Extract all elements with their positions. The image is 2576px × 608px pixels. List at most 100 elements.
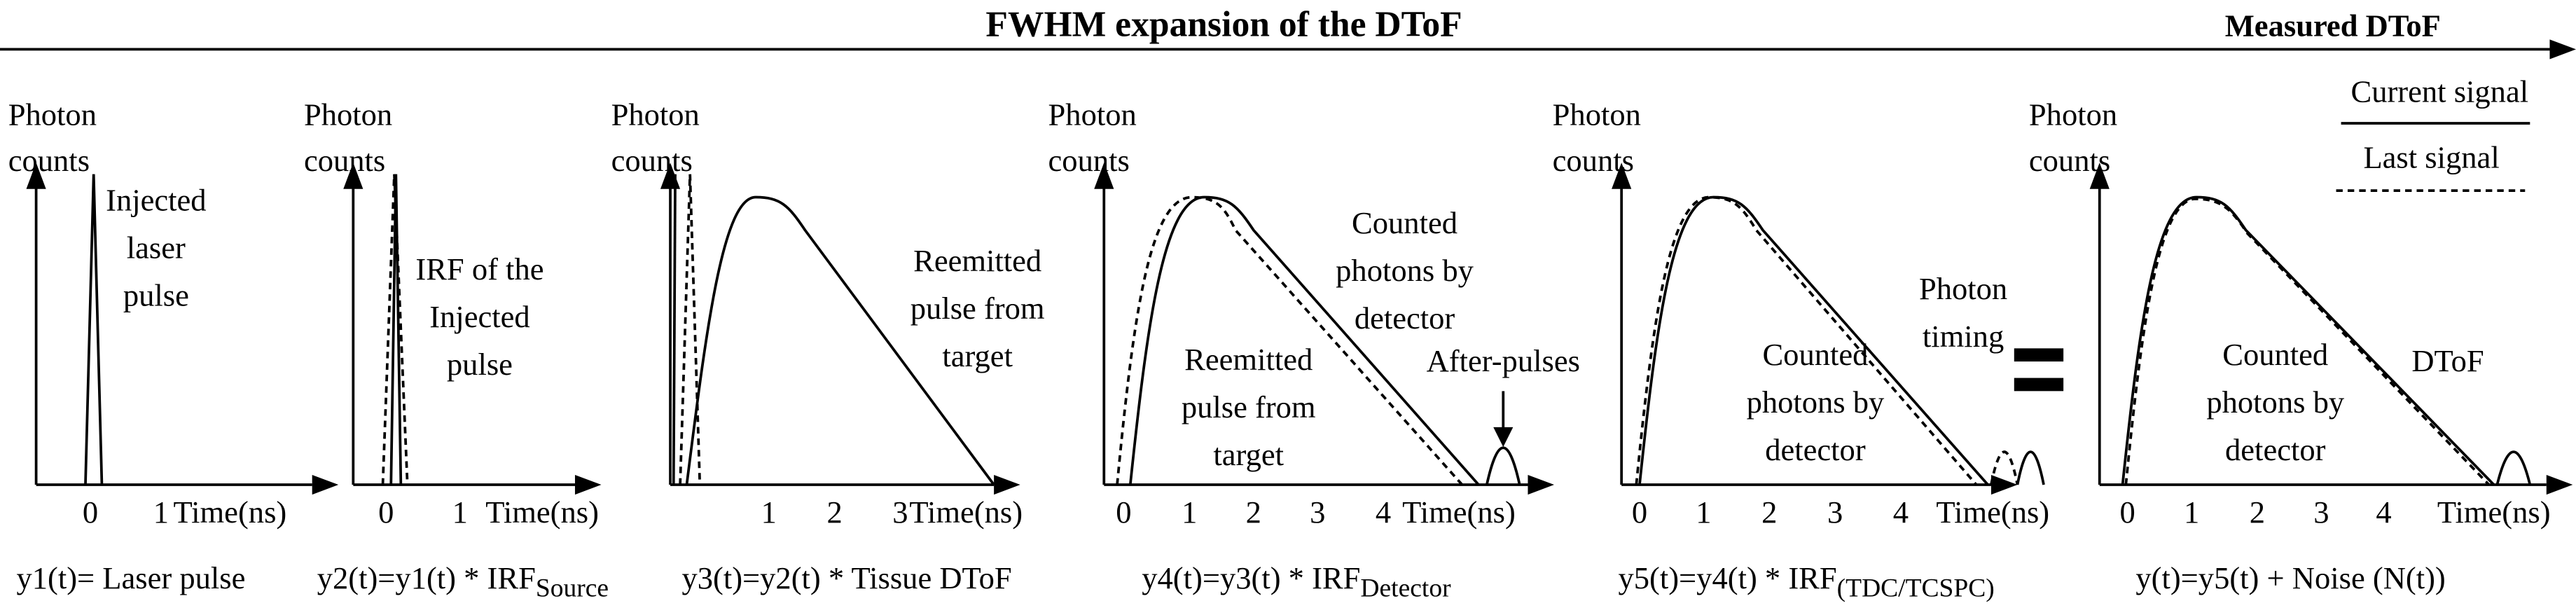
tick-label: 1 bbox=[1696, 495, 1711, 530]
tick-label: 0 bbox=[1632, 495, 1647, 530]
current-signal-curve bbox=[1638, 195, 1989, 486]
tick-label: 3 bbox=[892, 495, 908, 530]
x-axis-arrowhead bbox=[2546, 474, 2573, 495]
x-axis-arrowhead bbox=[1990, 474, 2018, 495]
y-axis-label: counts bbox=[2029, 143, 2110, 178]
equation-subscript: (TDC/TCSPC) bbox=[1837, 574, 1995, 603]
last-signal-curve bbox=[1116, 195, 1464, 486]
legend-last: Last signal bbox=[2363, 139, 2499, 174]
tick-label: 1 bbox=[2184, 495, 2199, 530]
panel: Photon counts 0 1 2 3 4 Time(ns) Counted photons … bbox=[2029, 97, 2573, 595]
tick-label: 2 bbox=[2250, 495, 2265, 530]
equation-text: y5(t)=y4(t) * IRF bbox=[1618, 560, 1836, 595]
annotation: target bbox=[1213, 437, 1284, 472]
tick-label: 3 bbox=[2313, 495, 2329, 530]
tick-label: 1 bbox=[452, 495, 468, 530]
annotation: pulse bbox=[123, 277, 189, 312]
annotation: Reemitted bbox=[1184, 342, 1313, 377]
y-axis-label: counts bbox=[1048, 143, 1130, 178]
equation-subscript: Source bbox=[536, 574, 609, 603]
tick-label: 4 bbox=[1376, 495, 1391, 530]
panel: Photon counts 1 2 3 Time(ns) Reemitted pulse fr… bbox=[611, 97, 1045, 595]
last-signal-curve bbox=[381, 174, 409, 485]
x-axis-arrowhead bbox=[312, 474, 339, 495]
x-axis-label: Time(ns) bbox=[174, 495, 287, 530]
current-signal-curve bbox=[84, 174, 104, 485]
equation-text: y(t)=y5(t) + Noise (N(t)) bbox=[2135, 560, 2445, 595]
equation-text: y2(t)=y1(t) * IRF bbox=[317, 560, 536, 595]
equation: y2(t)=y1(t) * IRFSource bbox=[317, 560, 609, 603]
annotation: detector bbox=[1355, 300, 1455, 336]
y-axis-label: Photon bbox=[611, 97, 700, 132]
tick-label: 0 bbox=[2119, 495, 2135, 530]
equation-subscript: Detector bbox=[1360, 574, 1451, 603]
panel: Photon counts 0 1 Time(ns) IRF of the Injected… bbox=[304, 97, 609, 602]
last-signal-curve bbox=[1635, 195, 1978, 486]
equation: y3(t)=y2(t) * Tissue DToF bbox=[681, 560, 1011, 595]
equation: y(t)=y5(t) + Noise (N(t)) bbox=[2135, 560, 2445, 595]
last-signal-curve bbox=[679, 174, 702, 485]
annotation: photons by bbox=[1747, 385, 1885, 420]
annotation: IRF of the bbox=[415, 251, 543, 286]
equation: y4(t)=y3(t) * IRFDetector bbox=[1142, 560, 1451, 603]
equation: y5(t)=y4(t) * IRF(TDC/TCSPC) bbox=[1618, 560, 1994, 603]
annotation: Photon bbox=[1919, 271, 2007, 306]
annotation: pulse from bbox=[1182, 389, 1316, 424]
panel: Photon counts 0 1 2 3 4 Time(ns) Counted photons … bbox=[1048, 97, 1580, 602]
tick-label: 2 bbox=[1761, 495, 1777, 530]
annotation: photons by bbox=[2206, 385, 2344, 420]
annotation: timing bbox=[1923, 319, 2004, 354]
x-axis-label: Time(ns) bbox=[2437, 495, 2551, 530]
annotation: Reemitted bbox=[913, 243, 1041, 278]
annotation: After-pulses bbox=[1427, 343, 1580, 378]
tick-label: 2 bbox=[1246, 495, 1261, 530]
equals-bottom bbox=[2014, 378, 2064, 392]
y-axis-label: counts bbox=[1553, 143, 1634, 178]
x-axis-label: Time(ns) bbox=[1936, 495, 2049, 530]
y-axis-label: counts bbox=[611, 143, 693, 178]
current-signal-curve bbox=[1485, 446, 1521, 485]
y-axis-arrowhead bbox=[1612, 163, 1632, 189]
tick-label: 4 bbox=[1893, 495, 1909, 530]
tick-label: 3 bbox=[1310, 495, 1325, 530]
annotation: detector bbox=[1765, 432, 1866, 467]
equation-text: y1(t)= Laser pulse bbox=[16, 560, 245, 595]
tick-label: 0 bbox=[1116, 495, 1131, 530]
annotation: Counted bbox=[2222, 337, 2328, 372]
equation-text: y3(t)=y2(t) * Tissue DToF bbox=[681, 560, 1011, 595]
y-axis-label: Photon bbox=[304, 97, 392, 132]
tick-label: 1 bbox=[153, 495, 169, 530]
annotation: Injected bbox=[106, 182, 206, 217]
panel: Photon counts 0 1 2 3 4 Time(ns) Photon timing Cou… bbox=[1553, 97, 2050, 602]
annotation: detector bbox=[2225, 432, 2326, 467]
legend-current: Current signal bbox=[2350, 74, 2528, 109]
annotation: Counted bbox=[1352, 205, 1457, 240]
current-signal-curve bbox=[389, 174, 403, 485]
annotation: pulse bbox=[447, 347, 513, 382]
annotation: target bbox=[942, 338, 1013, 373]
y-axis-label: counts bbox=[8, 143, 90, 178]
tick-label: 0 bbox=[83, 495, 98, 530]
x-axis-arrowhead bbox=[1528, 474, 1554, 495]
current-signal-curve bbox=[672, 174, 677, 485]
y-axis-label: Photon bbox=[8, 97, 97, 132]
header-measured: Measured DToF bbox=[2225, 8, 2441, 43]
x-axis-label: Time(ns) bbox=[485, 495, 599, 530]
y-axis-arrowhead bbox=[26, 163, 46, 189]
y-axis-arrowhead bbox=[2089, 163, 2110, 189]
tick-label: 3 bbox=[1827, 495, 1843, 530]
tick-label: 1 bbox=[761, 495, 777, 530]
equation: y1(t)= Laser pulse bbox=[16, 560, 245, 595]
x-axis-arrowhead bbox=[994, 474, 1020, 495]
y-axis-label: counts bbox=[304, 143, 385, 178]
y-axis-arrowhead bbox=[1094, 163, 1114, 189]
after-pulse-pointer-head bbox=[1493, 427, 1514, 448]
current-signal-curve bbox=[2016, 450, 2045, 485]
equals-top bbox=[2014, 348, 2064, 362]
annotation: photons by bbox=[1336, 253, 1474, 288]
tick-label: 1 bbox=[1182, 495, 1197, 530]
current-signal-curve bbox=[2495, 450, 2532, 485]
panel: Photon counts 0 1 Time(ns) Injected laser pulse… bbox=[8, 97, 339, 595]
x-axis-label: Time(ns) bbox=[1402, 495, 1516, 530]
